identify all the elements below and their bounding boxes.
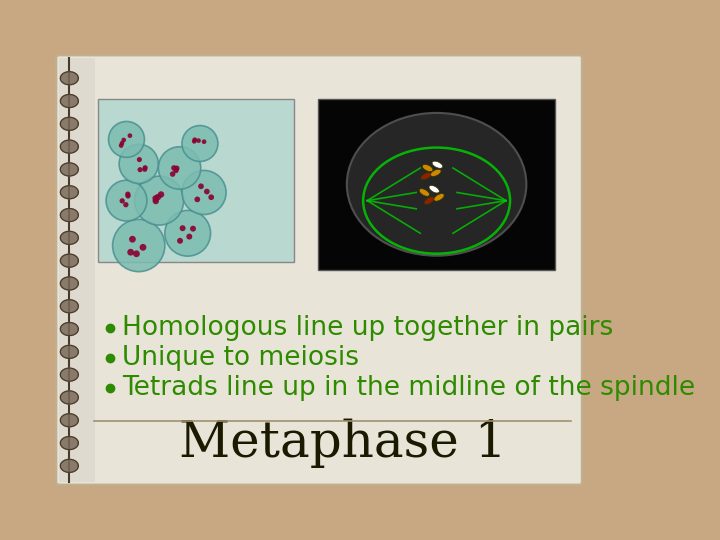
Polygon shape [60, 117, 78, 130]
Polygon shape [60, 322, 78, 335]
Circle shape [125, 192, 130, 197]
Circle shape [192, 137, 197, 142]
Circle shape [208, 194, 214, 200]
Circle shape [174, 166, 179, 171]
Circle shape [197, 138, 201, 143]
Circle shape [112, 219, 165, 272]
Polygon shape [60, 254, 78, 267]
Circle shape [133, 251, 140, 257]
Circle shape [174, 167, 179, 173]
Polygon shape [60, 94, 78, 107]
Circle shape [127, 249, 134, 255]
Ellipse shape [424, 197, 434, 205]
Circle shape [106, 180, 147, 221]
Polygon shape [60, 140, 78, 153]
Ellipse shape [419, 188, 430, 196]
Circle shape [129, 236, 136, 242]
Bar [98, 99, 294, 262]
Circle shape [198, 184, 204, 189]
Ellipse shape [347, 113, 526, 256]
Circle shape [171, 165, 176, 171]
Polygon shape [60, 391, 78, 404]
FancyBboxPatch shape [56, 56, 582, 484]
Circle shape [177, 238, 183, 244]
Polygon shape [60, 208, 78, 221]
Polygon shape [60, 368, 78, 381]
Polygon shape [60, 72, 78, 85]
Circle shape [122, 138, 126, 143]
Bar [318, 99, 555, 270]
Text: Unique to meiosis: Unique to meiosis [122, 345, 359, 371]
Polygon shape [60, 414, 78, 427]
Circle shape [192, 139, 197, 144]
Ellipse shape [434, 194, 444, 201]
Circle shape [109, 122, 145, 157]
Circle shape [120, 141, 125, 146]
Circle shape [153, 195, 158, 201]
Circle shape [179, 225, 186, 231]
Polygon shape [60, 436, 78, 450]
Polygon shape [60, 277, 78, 290]
Circle shape [119, 144, 158, 184]
Polygon shape [60, 460, 78, 472]
Circle shape [137, 157, 142, 162]
Circle shape [153, 198, 159, 204]
Circle shape [158, 191, 164, 198]
Polygon shape [60, 345, 78, 359]
Polygon shape [60, 300, 78, 313]
Circle shape [158, 147, 201, 189]
Polygon shape [60, 163, 78, 176]
Circle shape [143, 165, 148, 170]
Circle shape [186, 234, 192, 240]
Bar [59, 58, 96, 482]
Circle shape [204, 188, 210, 194]
Circle shape [127, 133, 132, 138]
Polygon shape [60, 186, 78, 199]
Circle shape [140, 244, 146, 251]
Text: Homologous line up together in pairs: Homologous line up together in pairs [122, 315, 613, 341]
Polygon shape [60, 231, 78, 245]
Circle shape [165, 211, 210, 256]
Circle shape [138, 167, 143, 172]
Ellipse shape [423, 165, 433, 172]
Circle shape [182, 171, 226, 214]
Circle shape [125, 193, 130, 199]
Circle shape [135, 176, 184, 225]
Circle shape [170, 171, 176, 177]
Circle shape [143, 167, 148, 172]
Circle shape [194, 197, 200, 202]
Ellipse shape [432, 161, 443, 168]
Circle shape [120, 198, 125, 204]
Text: Tetrads line up in the midline of the spindle: Tetrads line up in the midline of the sp… [122, 375, 696, 401]
Circle shape [123, 202, 128, 207]
Circle shape [155, 194, 161, 200]
Circle shape [202, 139, 207, 144]
Circle shape [190, 226, 196, 232]
Text: Metaphase 1: Metaphase 1 [179, 418, 507, 468]
Ellipse shape [429, 185, 439, 193]
Ellipse shape [420, 173, 431, 180]
Circle shape [119, 143, 123, 148]
Circle shape [182, 126, 218, 161]
Ellipse shape [431, 170, 441, 177]
